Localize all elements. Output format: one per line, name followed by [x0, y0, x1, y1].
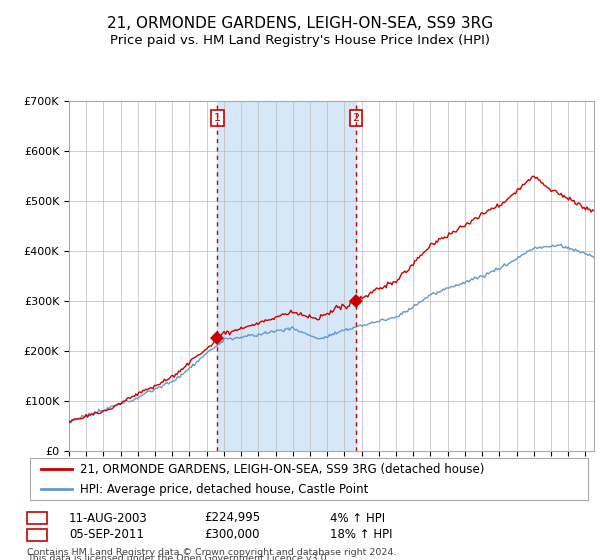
Text: Price paid vs. HM Land Registry's House Price Index (HPI): Price paid vs. HM Land Registry's House …: [110, 34, 490, 47]
Text: 21, ORMONDE GARDENS, LEIGH-ON-SEA, SS9 3RG (detached house): 21, ORMONDE GARDENS, LEIGH-ON-SEA, SS9 3…: [80, 463, 485, 476]
Text: Contains HM Land Registry data © Crown copyright and database right 2024.: Contains HM Land Registry data © Crown c…: [27, 548, 397, 557]
Text: 2: 2: [33, 528, 41, 542]
Text: 11-AUG-2003: 11-AUG-2003: [69, 511, 148, 525]
Text: This data is licensed under the Open Government Licence v3.0.: This data is licensed under the Open Gov…: [27, 554, 329, 560]
Text: £224,995: £224,995: [204, 511, 260, 525]
Text: 05-SEP-2011: 05-SEP-2011: [69, 528, 144, 542]
Text: 2: 2: [353, 113, 359, 123]
Text: 4% ↑ HPI: 4% ↑ HPI: [330, 511, 385, 525]
Bar: [217, 101, 356, 451]
Text: 1: 1: [33, 511, 41, 525]
Text: 1: 1: [214, 113, 221, 123]
Text: 18% ↑ HPI: 18% ↑ HPI: [330, 528, 392, 542]
Text: HPI: Average price, detached house, Castle Point: HPI: Average price, detached house, Cast…: [80, 483, 368, 496]
Text: 21, ORMONDE GARDENS, LEIGH-ON-SEA, SS9 3RG: 21, ORMONDE GARDENS, LEIGH-ON-SEA, SS9 3…: [107, 16, 493, 31]
Text: £300,000: £300,000: [204, 528, 260, 542]
